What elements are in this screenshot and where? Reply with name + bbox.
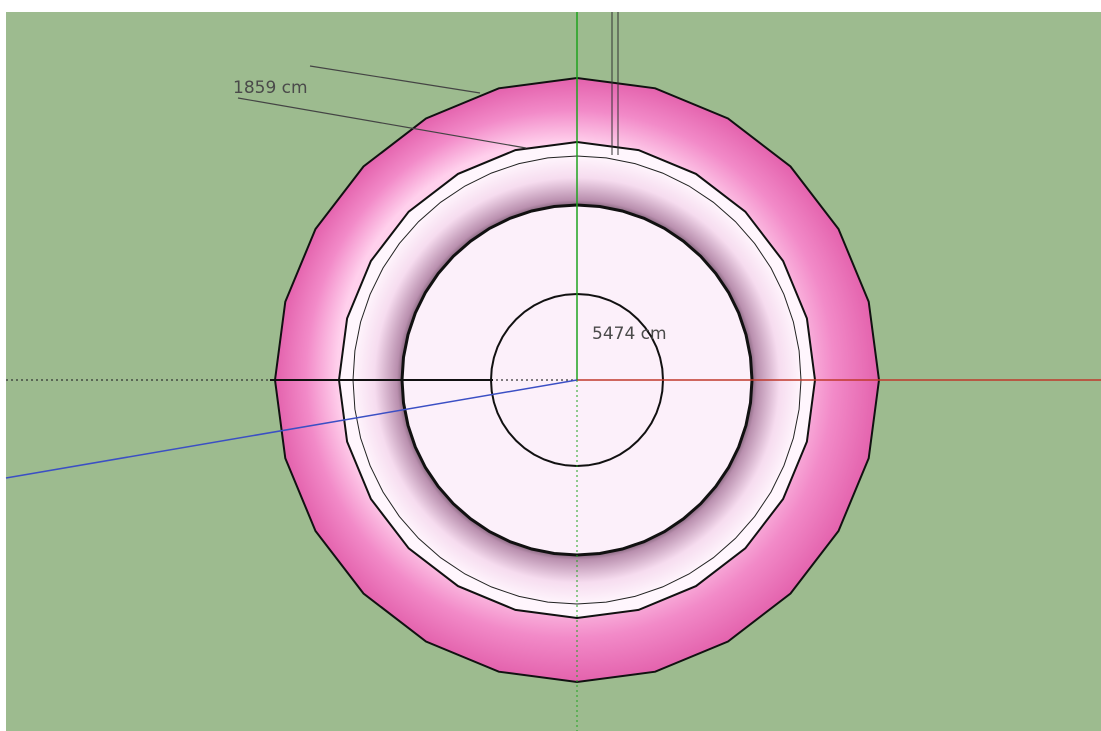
page: {"viewport": {"dimensions": [{"label": "…	[0, 0, 1101, 731]
viewport[interactable]: 1859 cm 5474 cm	[0, 0, 1101, 731]
dimension-label: 1859 cm	[233, 78, 308, 98]
dimension-label: 5474 cm	[592, 324, 667, 344]
